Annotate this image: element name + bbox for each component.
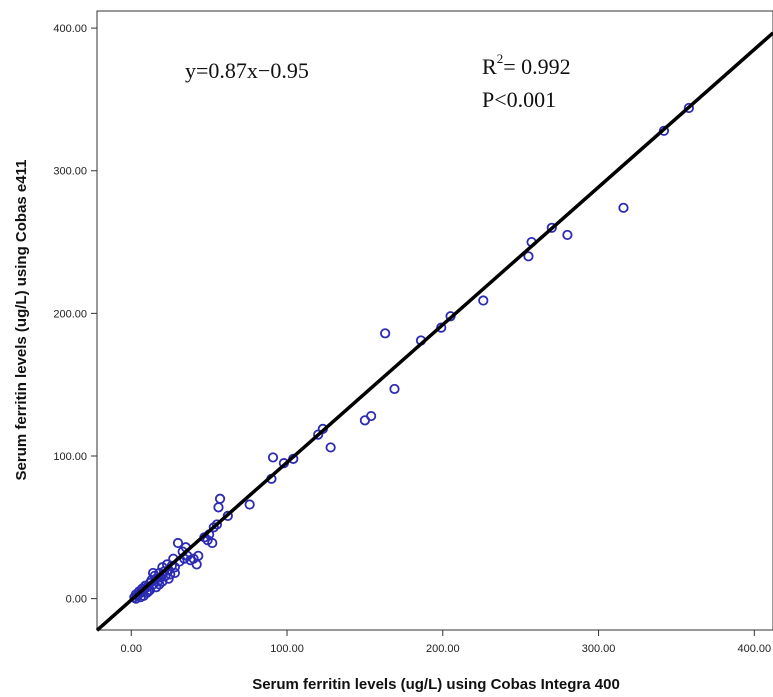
x-tick-label: 400.00 (737, 643, 771, 655)
y-tick-label: 200.00 (53, 308, 87, 320)
equation-annotation: y=0.87x−0.95 (185, 58, 309, 83)
x-axis-ticks: 0.00 100.00 200.00 300.00 400.00 (121, 630, 771, 655)
data-point (193, 550, 204, 561)
y-tick-label: 400.00 (53, 23, 87, 35)
x-tick-label: 0.00 (121, 643, 142, 655)
data-point (172, 537, 184, 549)
r2-superscript: 2 (497, 51, 504, 66)
data-point (208, 522, 219, 533)
data-point (523, 251, 534, 262)
data-point (389, 383, 400, 395)
data-point (683, 102, 694, 114)
data-point (163, 573, 174, 584)
data-point (546, 222, 557, 233)
data-point (366, 410, 377, 422)
x-tick-label: 100.00 (270, 643, 304, 655)
x-tick-label: 200.00 (426, 643, 460, 655)
data-point (380, 328, 391, 339)
x-axis-title: Serum ferritin levels (ug/L) using Cobas… (252, 676, 620, 693)
data-point (325, 442, 336, 453)
data-point (618, 202, 629, 213)
data-point (169, 567, 180, 579)
data-point (478, 295, 489, 306)
data-point (562, 229, 573, 241)
y-tick-label: 0.00 (66, 594, 87, 606)
data-point (214, 493, 226, 504)
y-tick-label: 300.00 (53, 166, 87, 178)
plot-frame (96, 10, 773, 631)
r2-prefix: R (482, 54, 497, 79)
x-tick-label: 300.00 (582, 643, 616, 655)
data-point (207, 537, 218, 549)
y-axis-ticks: 0.00 100.00 200.00 300.00 400.00 (53, 23, 97, 606)
data-point (151, 582, 162, 593)
y-axis-title: Serum ferritin levels (ug/L) using Cobas… (13, 160, 30, 481)
data-point (154, 579, 165, 590)
data-point (147, 567, 159, 579)
regression-line (95, 31, 773, 632)
r2-annotation: R2= 0.992 (482, 51, 571, 79)
data-point (244, 499, 255, 510)
y-tick-label: 100.00 (53, 451, 87, 463)
p-value-annotation: P<0.001 (482, 87, 556, 112)
data-point (213, 502, 224, 513)
data-point (211, 519, 223, 530)
data-point (267, 452, 279, 463)
data-point (222, 510, 233, 521)
r2-value: = 0.992 (503, 54, 570, 79)
